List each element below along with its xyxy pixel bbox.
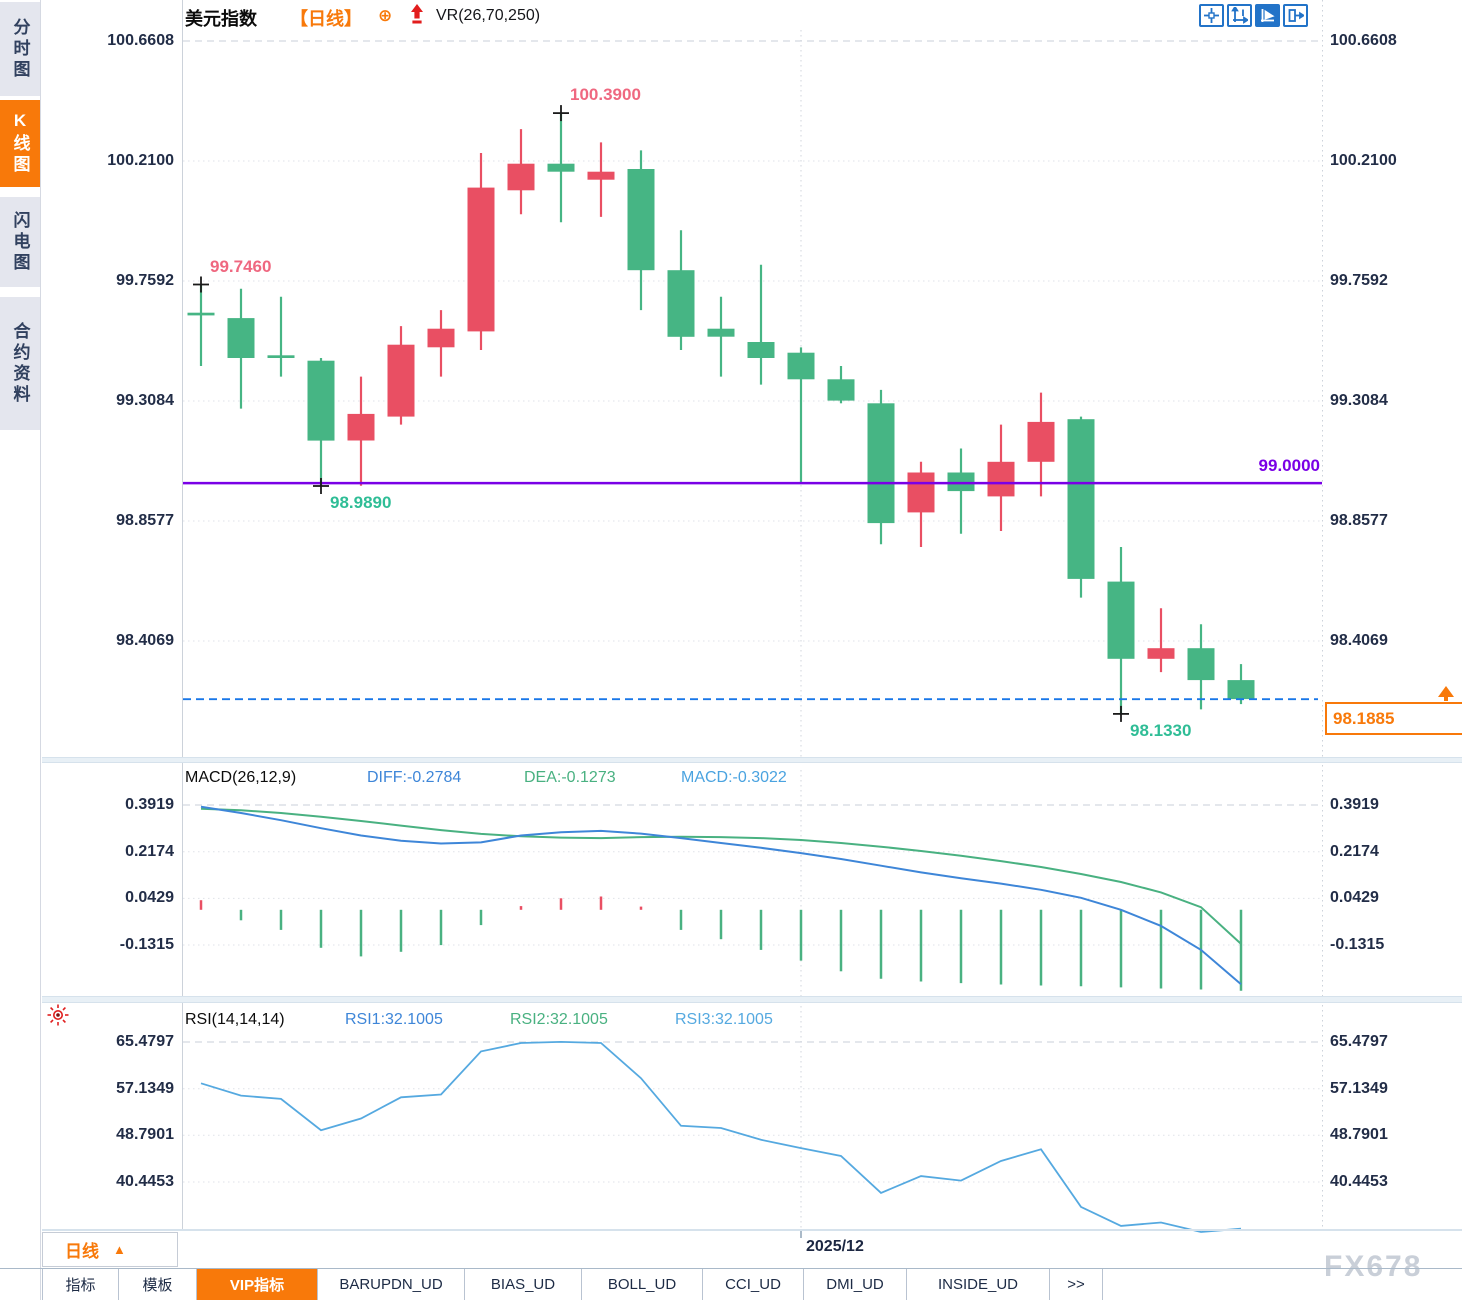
panel-separator	[42, 996, 1462, 1003]
auto-scale-icon[interactable]	[1255, 4, 1280, 27]
sidebar-tab-4[interactable]: 合约资料	[0, 297, 40, 430]
axis-zoom-icon[interactable]	[1227, 4, 1252, 27]
indicator-settings-icon[interactable]	[46, 1003, 70, 1032]
sidebar-tab-1[interactable]: 分时图	[0, 2, 40, 96]
macd-axis-label: 0.0429	[125, 889, 174, 907]
crosshair-icon[interactable]	[1199, 4, 1224, 27]
price-axis-label: 100.2100	[107, 152, 174, 169]
indicator-tab-4[interactable]: BARUPDN_UD	[318, 1269, 465, 1300]
indicator-tab-8[interactable]: DMI_UD	[804, 1269, 907, 1300]
watermark: FX678	[1324, 1250, 1423, 1283]
macd-axis-label: 0.3919	[125, 796, 174, 813]
indicator-tab-5[interactable]: BIAS_UD	[465, 1269, 582, 1300]
price-annotation: 98.1330	[1130, 720, 1192, 740]
price-axis-label: 100.2100	[1330, 152, 1397, 169]
rsi-axis-label: 48.7901	[1330, 1126, 1388, 1144]
sidebar: 分时图 K线图闪电图合约资料	[0, 0, 41, 1300]
chart-toolbar	[1199, 4, 1308, 27]
macd-axis-label: -0.1315	[1330, 935, 1385, 953]
macd-axis-label: -0.1315	[119, 935, 174, 953]
price-axis-label: 99.3084	[116, 392, 174, 410]
indicator-tab-6[interactable]: BOLL_UD	[582, 1269, 703, 1300]
macd-dea-value: DEA:-0.1273	[524, 769, 616, 786]
price-axis-label: 98.4069	[1330, 632, 1388, 649]
macd-axis-label: 0.2174	[1330, 842, 1379, 860]
macd-title: MACD(26,12,9)	[185, 769, 297, 786]
x-axis-date-label: 2025/12	[806, 1238, 864, 1255]
panel-separator	[42, 1229, 1462, 1231]
rsi2-value: RSI2:32.1005	[510, 1011, 608, 1028]
period-selector-label: 日线	[65, 1242, 99, 1261]
rsi3-value: RSI3:32.1005	[675, 1011, 773, 1028]
rsi-axis-label: 40.4453	[1330, 1172, 1388, 1190]
horizontal-line-price-label: 99.0000	[1258, 456, 1320, 475]
rsi-axis-label: 48.7901	[116, 1126, 174, 1144]
price-axis-label: 100.6608	[1330, 32, 1397, 49]
price-annotation: 100.3900	[570, 85, 641, 105]
period-tag[interactable]: 【日线】	[290, 9, 362, 29]
indicator-label[interactable]: VR(26,70,250)	[436, 7, 541, 24]
rsi-axis-label: 40.4453	[116, 1172, 174, 1190]
rsi1-value: RSI1:32.1005	[345, 1011, 443, 1028]
price-marker-icon	[1438, 686, 1454, 701]
indicator-tab-10[interactable]: >>	[1050, 1269, 1103, 1300]
indicator-tab-2[interactable]: 模板	[119, 1269, 197, 1300]
period-selector[interactable]: 日线 ▲	[42, 1232, 178, 1267]
price-axis-label: 98.4069	[116, 632, 174, 649]
current-price-badge: 98.1885	[1325, 702, 1462, 735]
sidebar-tab-2[interactable]: K线图	[0, 100, 40, 187]
caret-up-icon: ▲	[113, 1242, 126, 1257]
indicator-tabbar: 指标 模板 VIP指标 BARUPDN_UD BIAS_UD BOLL_UD CCI_UD D…	[42, 1269, 1103, 1300]
panel-separator	[42, 757, 1462, 763]
macd-macd-value: MACD:-0.3022	[681, 769, 787, 786]
price-axis-label: 99.3084	[1330, 392, 1388, 410]
page-forward-icon[interactable]	[1283, 4, 1308, 27]
rsi-axis-label: 65.4797	[1330, 1033, 1388, 1050]
price-axis-label: 98.8577	[116, 512, 174, 529]
rsi-axis-label: 57.1349	[116, 1079, 174, 1097]
macd-diff-value: DIFF:-0.2784	[367, 769, 462, 786]
tabbar-divider	[0, 1268, 1462, 1269]
symbol-title: 美元指数	[185, 9, 257, 29]
indicator-tab-1[interactable]: 指标	[42, 1269, 119, 1300]
sidebar-tab-3[interactable]: 闪电图	[0, 197, 40, 287]
price-axis-label: 99.7592	[1330, 272, 1388, 289]
add-indicator-icon[interactable]: ⊕	[378, 6, 393, 25]
macd-axis-label: 0.2174	[125, 842, 174, 860]
rsi-title: RSI(14,14,14)	[185, 1011, 285, 1028]
price-axis-label: 99.7592	[116, 272, 174, 289]
price-axis-label: 98.8577	[1330, 512, 1388, 529]
indicator-tab-7[interactable]: CCI_UD	[703, 1269, 804, 1300]
price-annotation: 99.7460	[210, 256, 272, 276]
macd-axis-label: 0.3919	[1330, 796, 1379, 813]
macd-axis-label: 0.0429	[1330, 889, 1379, 907]
indicator-tab-9[interactable]: INSIDE_UD	[907, 1269, 1050, 1300]
price-annotation: 98.9890	[330, 493, 392, 513]
indicator-tab-3[interactable]: VIP指标	[197, 1269, 318, 1300]
price-up-arrow-icon	[409, 3, 425, 30]
price-axis-label: 100.6608	[107, 32, 174, 49]
rsi-axis-label: 57.1349	[1330, 1079, 1388, 1097]
rsi-axis-label: 65.4797	[116, 1033, 174, 1050]
